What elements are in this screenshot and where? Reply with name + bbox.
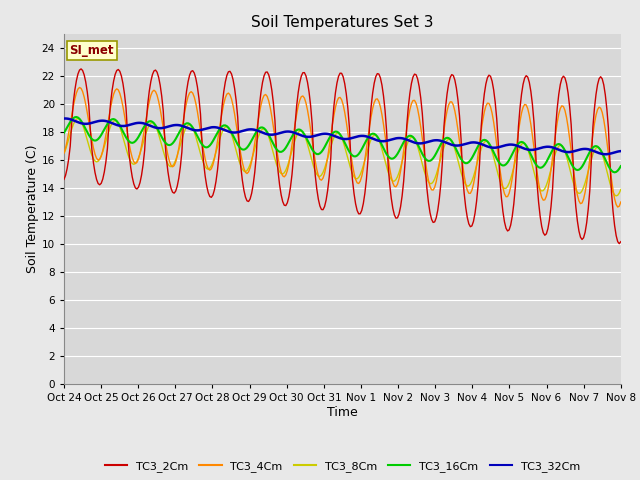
Text: SI_met: SI_met (70, 44, 114, 57)
Y-axis label: Soil Temperature (C): Soil Temperature (C) (26, 144, 39, 273)
Title: Soil Temperatures Set 3: Soil Temperatures Set 3 (251, 15, 434, 30)
Legend: TC3_2Cm, TC3_4Cm, TC3_8Cm, TC3_16Cm, TC3_32Cm: TC3_2Cm, TC3_4Cm, TC3_8Cm, TC3_16Cm, TC3… (100, 457, 584, 477)
X-axis label: Time: Time (327, 406, 358, 419)
